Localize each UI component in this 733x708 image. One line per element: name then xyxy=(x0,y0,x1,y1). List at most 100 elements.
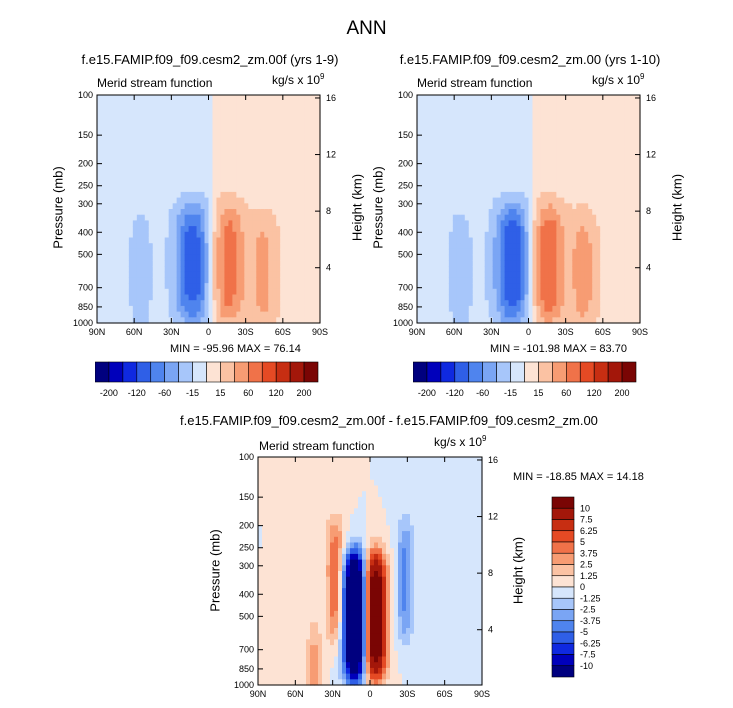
heatmap-cell xyxy=(240,266,245,273)
heatmap-cell xyxy=(112,220,118,227)
heatmap-cell xyxy=(528,300,534,307)
heatmap-cell xyxy=(108,277,114,284)
heatmap-cell xyxy=(448,317,454,324)
heatmap-cell xyxy=(452,231,458,239)
heatmap-cell xyxy=(472,311,478,318)
heatmap-cell xyxy=(136,248,142,256)
heatmap-cell xyxy=(492,277,498,284)
heatmap-cell xyxy=(200,237,206,244)
heatmap-cell xyxy=(516,271,522,278)
heatmap-cell xyxy=(164,248,170,256)
heatmap-cell xyxy=(440,311,446,318)
heatmap-cell xyxy=(428,174,434,182)
heatmap-cell xyxy=(448,169,454,176)
heatmap-cell xyxy=(124,317,130,324)
heatmap-cell xyxy=(240,129,245,136)
heatmap-cell xyxy=(492,106,498,113)
heatmap-cell xyxy=(164,220,170,227)
heatmap-cell xyxy=(192,134,198,142)
heatmap-cell xyxy=(604,203,609,210)
heatmap-cell xyxy=(296,186,301,193)
heatmap-cell xyxy=(192,197,198,204)
heatmap-cell xyxy=(176,209,182,216)
heatmap-cell xyxy=(124,271,130,278)
heatmap-cell xyxy=(556,260,561,267)
heatmap-cell xyxy=(272,123,277,130)
heatmap-cell xyxy=(262,474,267,481)
heatmap-cell xyxy=(188,152,194,159)
heatmap-cell xyxy=(232,146,237,153)
heatmap-cell xyxy=(252,186,257,193)
heatmap-cell xyxy=(312,197,317,204)
heatmap-cell xyxy=(312,146,317,153)
heatmap-cell xyxy=(456,248,462,256)
heatmap-cell xyxy=(572,123,577,130)
heatmap-cell xyxy=(488,266,494,273)
heatmap-cell xyxy=(196,106,202,113)
heatmap-cell xyxy=(128,191,134,199)
heatmap-cell xyxy=(312,226,317,233)
heatmap-cell xyxy=(284,317,289,324)
heatmap-cell xyxy=(204,112,210,119)
heatmap-cell xyxy=(228,134,233,142)
y-tick-label: 300 xyxy=(398,199,413,209)
heatmap-cell xyxy=(592,106,597,113)
heatmap-cell xyxy=(568,214,573,221)
heatmap-cell xyxy=(440,277,446,284)
heatmap-cell xyxy=(560,231,565,239)
heatmap-cell xyxy=(216,197,222,204)
heatmap-cell xyxy=(208,220,214,227)
heatmap-cell xyxy=(624,117,629,125)
heatmap-cell xyxy=(116,277,122,284)
heatmap-cell xyxy=(620,112,625,119)
heatmap-cell xyxy=(204,220,210,227)
heatmap-cell xyxy=(274,673,279,680)
heatmap-cell xyxy=(576,112,581,119)
heatmap-cell xyxy=(286,610,291,618)
heatmap-cell xyxy=(280,169,285,176)
heatmap-cell xyxy=(460,220,466,227)
heatmap-cell xyxy=(240,237,245,244)
heatmap-cell xyxy=(144,152,150,159)
heatmap-cell xyxy=(256,112,261,119)
heatmap-cell xyxy=(220,117,226,125)
heatmap-cell xyxy=(164,311,170,318)
heatmap-cell xyxy=(444,203,450,210)
heatmap-cell xyxy=(492,174,498,182)
heatmap-cell xyxy=(256,186,261,193)
heatmap-cell xyxy=(304,305,309,313)
heatmap-cell xyxy=(308,294,313,301)
heatmap-cell xyxy=(417,140,422,147)
heatmap-cell xyxy=(212,186,218,193)
heatmap-cell xyxy=(262,519,267,526)
heatmap-cell xyxy=(176,146,182,153)
heatmap-cell xyxy=(512,106,518,113)
heatmap-cell xyxy=(428,146,434,153)
heatmap-cell xyxy=(456,271,462,278)
heatmap-cell xyxy=(556,243,561,250)
heatmap-cell xyxy=(286,536,291,544)
heatmap-cell xyxy=(164,277,170,284)
heatmap-cell xyxy=(232,129,237,136)
heatmap-cell xyxy=(248,203,253,210)
heatmap-cell xyxy=(148,317,154,324)
heatmap-cell xyxy=(244,186,249,193)
heatmap-cell xyxy=(612,300,617,307)
heatmap-cell xyxy=(488,283,494,290)
heatmap-cell xyxy=(124,100,130,107)
heatmap-cell xyxy=(196,197,202,204)
heatmap-cell xyxy=(308,266,313,273)
heatmap-cell xyxy=(448,163,454,170)
heatmap-cell xyxy=(112,300,118,307)
heatmap-cell xyxy=(428,180,434,187)
heatmap-cell xyxy=(572,140,577,147)
heatmap-cell xyxy=(608,311,613,318)
heatmap-cell xyxy=(580,157,585,164)
heatmap-cell xyxy=(308,209,313,216)
heatmap-cell xyxy=(444,95,450,102)
heatmap-cell xyxy=(428,169,434,176)
heatmap-cell xyxy=(460,157,466,164)
heatmap-cell xyxy=(600,277,605,284)
heatmap-cell xyxy=(274,633,279,640)
heatmap-cell xyxy=(274,565,279,572)
